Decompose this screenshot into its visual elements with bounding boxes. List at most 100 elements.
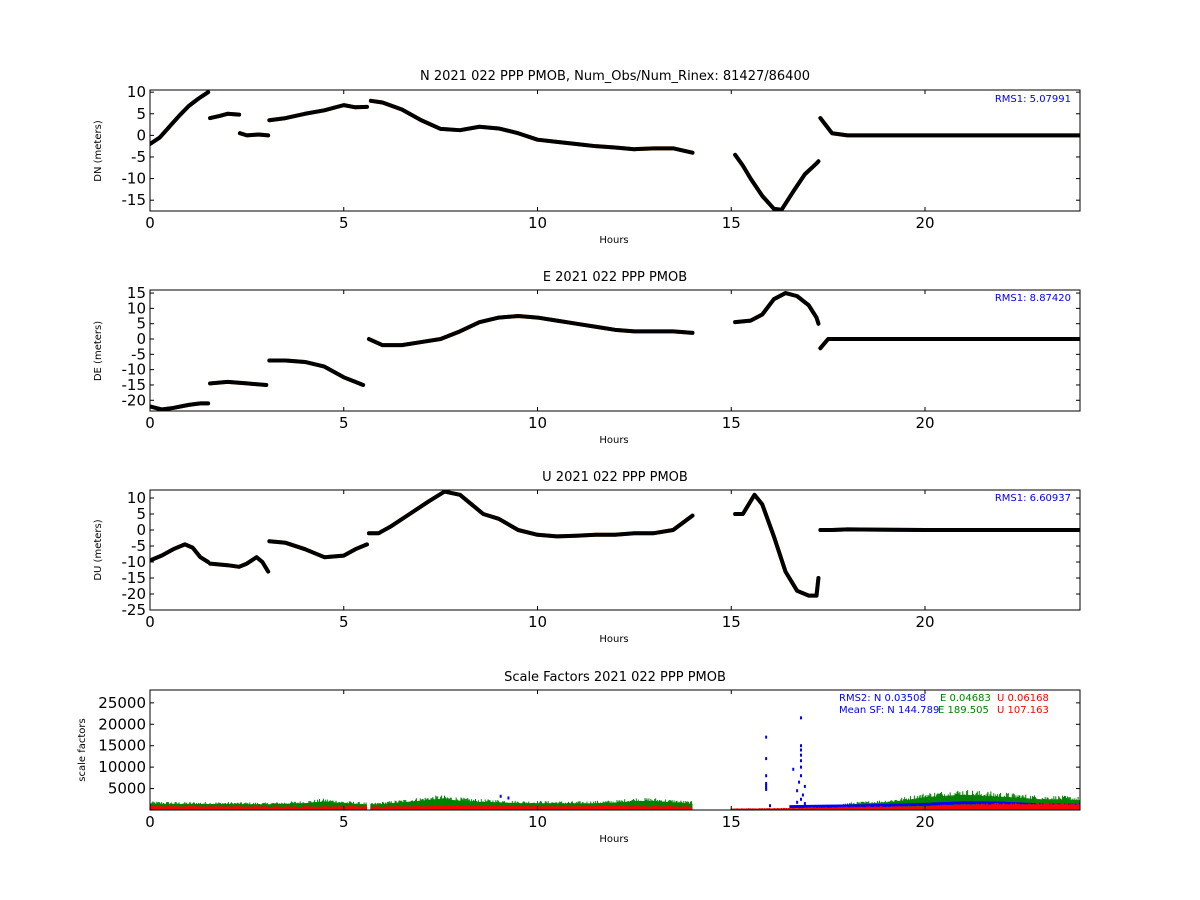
y-tick-label-up-7: 10 (127, 489, 146, 507)
panel-sf-title: Scale Factors 2021 022 PPP PMOB (504, 670, 726, 685)
series-east-segment-5 (818, 337, 1080, 351)
y-tick-label-north-4: 5 (136, 105, 146, 123)
plot-area-north (150, 90, 1080, 211)
point-sf-1-2 (765, 774, 768, 778)
panel-sf-rms2-u: U 0.06168 (997, 693, 1049, 704)
series-east-segment-3 (366, 314, 695, 348)
point-sf-1-3 (765, 781, 768, 785)
y-tick-label-north-5: 10 (127, 83, 146, 101)
y-tick-label-sf-1: 10000 (98, 758, 146, 776)
series-north-0 (150, 90, 1080, 211)
point-sf-1-18 (801, 793, 804, 797)
point-sf-1-6 (765, 787, 768, 791)
series-east-segment-1 (208, 379, 269, 387)
y-tick-label-sf-2: 15000 (98, 737, 146, 755)
series-up-segment-1 (208, 555, 271, 574)
axes-frame-north (149, 89, 1081, 212)
point-sf-1-9 (800, 748, 802, 752)
plot-area-sf (150, 716, 1080, 810)
x-tick-label-east-0: 0 (145, 414, 155, 432)
point-sf-1-20 (796, 800, 799, 804)
y-tick-label-north-1: -10 (122, 170, 147, 188)
series-sf-1 (499, 716, 1080, 809)
point-sf-1-23 (507, 796, 510, 800)
panel-east: E 2021 022 PPP PMOB DE (meters) Hours RM… (93, 270, 1071, 446)
point-sf-1-14 (798, 780, 801, 784)
series-north-segment-0 (150, 90, 211, 147)
y-tick-label-up-3: -10 (122, 553, 147, 571)
x-tick-label-north-3: 15 (722, 214, 741, 232)
panel-sf-mean-e: E 189.505 (938, 705, 989, 716)
y-tick-label-up-4: -5 (131, 537, 146, 555)
point-sf-1-5 (765, 786, 768, 790)
point-sf-1-10 (800, 753, 802, 757)
panel-up-ylabel: DU (meters) (93, 519, 104, 580)
x-tick-label-up-1: 5 (339, 613, 349, 631)
y-tick-label-north-3: 0 (136, 126, 146, 144)
x-tick-label-sf-4: 20 (915, 813, 934, 831)
panel-east-ylabel: DE (meters) (93, 321, 104, 381)
y-tick-label-up-2: -15 (122, 569, 147, 587)
series-north-segment-1 (208, 111, 242, 121)
panel-up-rms: RMS1: 6.60937 (995, 493, 1071, 504)
series-east-0 (150, 291, 1080, 411)
y-tick-label-east-7: 15 (127, 284, 146, 302)
x-tick-label-up-2: 10 (528, 613, 547, 631)
panel-up: U 2021 022 PPP PMOB DU (meters) Hours RM… (93, 470, 1071, 645)
series-up-segment-5 (818, 527, 1080, 532)
series-up-0 (150, 490, 1080, 598)
panel-up-title: U 2021 022 PPP PMOB (542, 470, 688, 485)
series-up-segment-2 (267, 539, 369, 560)
y-tick-label-east-4: 0 (136, 330, 146, 348)
point-sf-1-0 (765, 735, 768, 739)
series-north-segment-2 (237, 131, 271, 138)
point-sf-1-16 (792, 767, 795, 771)
x-tick-label-up-4: 20 (915, 613, 934, 631)
panel-north-rms: RMS1: 5.07991 (995, 94, 1071, 105)
panel-sf-rms2-e: E 0.04683 (940, 693, 991, 704)
x-tick-label-north-1: 5 (339, 214, 349, 232)
series-north-segment-6 (818, 116, 1080, 138)
x-tick-label-north-0: 0 (145, 214, 155, 232)
x-tick-label-sf-2: 10 (528, 813, 547, 831)
panel-up-xlabel: Hours (599, 634, 628, 645)
series-up-segment-3 (366, 490, 695, 539)
y-tick-label-up-1: -20 (122, 585, 147, 603)
series-north-segment-4-halo (368, 98, 695, 155)
y-tick-label-up-5: 0 (136, 521, 146, 539)
point-sf-1-15 (796, 789, 799, 793)
panel-east-title: E 2021 022 PPP PMOB (543, 270, 687, 285)
panel-sf-mean-u: U 107.163 (997, 705, 1049, 716)
point-sf-1-19 (800, 797, 802, 801)
series-east-segment-0 (150, 401, 211, 411)
x-tick-label-east-2: 10 (528, 414, 547, 432)
panel-north-ylabel: DN (meters) (93, 120, 104, 182)
series-north-segment-5 (733, 152, 821, 211)
point-sf-1-7 (800, 716, 802, 720)
panel-north-xlabel: Hours (599, 235, 628, 246)
series-east-segment-2 (267, 358, 366, 387)
series-up-segment-0 (150, 542, 211, 564)
point-sf-1-13 (800, 774, 802, 778)
plot-area-up (150, 490, 1080, 598)
y-tick-label-east-3: -5 (131, 345, 146, 363)
panel-scale-factors: Scale Factors 2021 022 PPP PMOB scale fa… (77, 670, 1049, 845)
point-sf-1-22 (499, 794, 502, 798)
panel-east-rms: RMS1: 8.87420 (995, 293, 1071, 304)
axes-frame-east (149, 289, 1081, 412)
point-sf-1-24 (769, 804, 771, 808)
point-sf-1-11 (800, 759, 802, 763)
x-tick-label-sf-1: 5 (339, 813, 349, 831)
y-tick-label-east-6: 10 (127, 299, 146, 317)
point-sf-1-21 (803, 802, 806, 806)
series-up-segment-3-halo (366, 490, 695, 539)
series-north-segment-5-halo (733, 152, 821, 211)
series-north-segment-6-halo (818, 116, 1080, 138)
x-tick-label-up-0: 0 (145, 613, 155, 631)
axes-frame-up (149, 489, 1081, 611)
panel-sf-ylabel: scale factors (77, 718, 88, 781)
x-tick-label-east-1: 5 (339, 414, 349, 432)
point-sf-1-8 (800, 744, 802, 748)
y-tick-label-up-6: 5 (136, 505, 146, 523)
point-sf-1-17 (803, 784, 806, 788)
